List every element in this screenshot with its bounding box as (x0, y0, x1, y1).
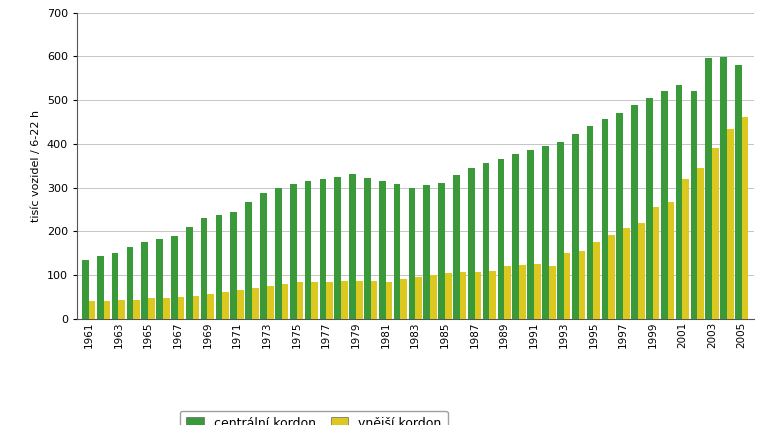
Bar (697, 168, 704, 319)
Bar (281, 284, 288, 319)
Bar (424, 185, 430, 319)
Bar (237, 290, 244, 319)
Bar (528, 150, 534, 319)
Bar (489, 271, 496, 319)
Bar (104, 301, 110, 319)
Bar (460, 272, 467, 319)
Bar (252, 288, 258, 319)
Bar (231, 212, 237, 319)
Bar (349, 175, 356, 319)
Bar (721, 57, 727, 319)
Bar (326, 282, 333, 319)
Bar (735, 65, 742, 319)
Bar (193, 295, 199, 319)
Bar (430, 275, 437, 319)
Bar (661, 91, 667, 319)
Bar (201, 218, 208, 319)
Bar (578, 251, 585, 319)
Bar (275, 188, 281, 319)
Bar (112, 253, 118, 319)
Bar (335, 177, 341, 319)
Bar (631, 105, 638, 319)
Bar (371, 281, 378, 319)
Bar (549, 266, 555, 319)
Bar (474, 272, 481, 319)
Bar (623, 228, 630, 319)
Bar (519, 265, 526, 319)
Bar (453, 176, 460, 319)
Y-axis label: tisíc vozidel / 6-22 h: tisíc vozidel / 6-22 h (32, 110, 42, 222)
Bar (676, 85, 682, 319)
Bar (691, 91, 697, 319)
Bar (534, 264, 541, 319)
Bar (667, 201, 674, 319)
Bar (401, 279, 407, 319)
Bar (705, 58, 712, 319)
Bar (320, 179, 326, 319)
Bar (356, 281, 362, 319)
Legend: centrální kordon, vnější kordon: centrální kordon, vnější kordon (180, 411, 448, 425)
Bar (504, 266, 511, 319)
Bar (594, 242, 600, 319)
Bar (171, 236, 178, 319)
Bar (260, 193, 267, 319)
Bar (178, 298, 185, 319)
Bar (215, 215, 222, 319)
Bar (557, 142, 564, 319)
Bar (379, 181, 385, 319)
Bar (712, 148, 719, 319)
Bar (385, 282, 392, 319)
Bar (742, 117, 748, 319)
Bar (222, 292, 229, 319)
Bar (88, 301, 95, 319)
Bar (133, 300, 140, 319)
Bar (727, 129, 734, 319)
Bar (186, 227, 193, 319)
Bar (290, 184, 297, 319)
Bar (587, 126, 594, 319)
Bar (438, 183, 445, 319)
Bar (156, 239, 163, 319)
Bar (483, 163, 489, 319)
Bar (311, 282, 318, 319)
Bar (468, 168, 474, 319)
Bar (341, 281, 348, 319)
Bar (97, 256, 104, 319)
Bar (415, 277, 422, 319)
Bar (608, 235, 615, 319)
Bar (267, 286, 274, 319)
Bar (127, 247, 133, 319)
Bar (564, 253, 571, 319)
Bar (653, 207, 659, 319)
Bar (616, 113, 623, 319)
Bar (305, 181, 311, 319)
Bar (208, 294, 215, 319)
Bar (141, 242, 148, 319)
Bar (572, 134, 578, 319)
Bar (445, 273, 451, 319)
Bar (542, 146, 549, 319)
Bar (498, 159, 504, 319)
Bar (512, 154, 519, 319)
Bar (118, 300, 125, 319)
Bar (394, 184, 401, 319)
Bar (408, 187, 415, 319)
Bar (682, 179, 689, 319)
Bar (163, 298, 170, 319)
Bar (245, 202, 252, 319)
Bar (601, 119, 608, 319)
Bar (638, 223, 644, 319)
Bar (364, 178, 371, 319)
Bar (297, 283, 303, 319)
Bar (148, 298, 155, 319)
Bar (646, 98, 653, 319)
Bar (82, 260, 88, 319)
